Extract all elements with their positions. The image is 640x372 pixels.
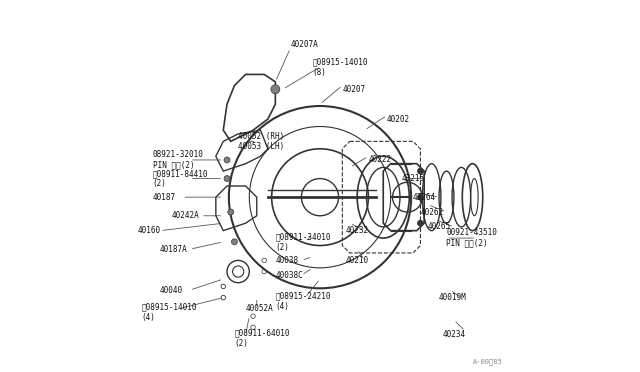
Circle shape bbox=[271, 85, 280, 94]
Text: Ⓝ08911-64010
(2): Ⓝ08911-64010 (2) bbox=[234, 329, 290, 348]
Text: Ⓝ08911-34010
(2): Ⓝ08911-34010 (2) bbox=[275, 232, 331, 251]
Text: 40187: 40187 bbox=[152, 193, 176, 202]
Text: 40052A: 40052A bbox=[246, 304, 273, 313]
Text: 40207: 40207 bbox=[342, 85, 365, 94]
Text: 00921-43510
PIN ピン(2): 00921-43510 PIN ピン(2) bbox=[447, 228, 497, 248]
Text: 40207A: 40207A bbox=[291, 40, 318, 49]
Text: A·00⁀85: A·00⁀85 bbox=[472, 358, 502, 365]
Circle shape bbox=[228, 209, 234, 215]
Text: 40234: 40234 bbox=[443, 330, 466, 339]
Text: 08921-32010
PIN ピン(2): 08921-32010 PIN ピン(2) bbox=[152, 150, 204, 170]
Text: 40040: 40040 bbox=[160, 286, 183, 295]
Text: Ⓝ08911-84410
(2): Ⓝ08911-84410 (2) bbox=[152, 169, 208, 188]
Text: 40262: 40262 bbox=[420, 208, 444, 217]
Text: 40232: 40232 bbox=[346, 226, 369, 235]
Circle shape bbox=[417, 220, 424, 226]
Text: 40210: 40210 bbox=[346, 256, 369, 265]
Text: Ⓦ08915-24210
(4): Ⓦ08915-24210 (4) bbox=[275, 292, 331, 311]
Text: 40265: 40265 bbox=[428, 222, 451, 231]
Text: 40242A: 40242A bbox=[172, 211, 199, 220]
Text: 40038: 40038 bbox=[275, 256, 298, 265]
Circle shape bbox=[224, 157, 230, 163]
Text: 43215: 43215 bbox=[402, 174, 425, 183]
Text: Ⓦ08915-14010
(8): Ⓦ08915-14010 (8) bbox=[312, 57, 368, 77]
Text: 40187A: 40187A bbox=[160, 245, 188, 254]
Text: 40052 (RH)
40053 (LH): 40052 (RH) 40053 (LH) bbox=[238, 132, 284, 151]
Text: Ⓦ08915-14010
(4): Ⓦ08915-14010 (4) bbox=[141, 303, 197, 322]
Circle shape bbox=[417, 168, 424, 174]
Text: 40160: 40160 bbox=[138, 226, 161, 235]
Circle shape bbox=[417, 194, 424, 200]
Circle shape bbox=[224, 176, 230, 182]
Circle shape bbox=[232, 239, 237, 245]
Text: 40202: 40202 bbox=[387, 115, 410, 124]
Text: 40038C: 40038C bbox=[275, 271, 303, 280]
Text: 40019M: 40019M bbox=[439, 293, 467, 302]
Text: 43264: 43264 bbox=[413, 193, 436, 202]
Text: 40222: 40222 bbox=[369, 155, 392, 164]
